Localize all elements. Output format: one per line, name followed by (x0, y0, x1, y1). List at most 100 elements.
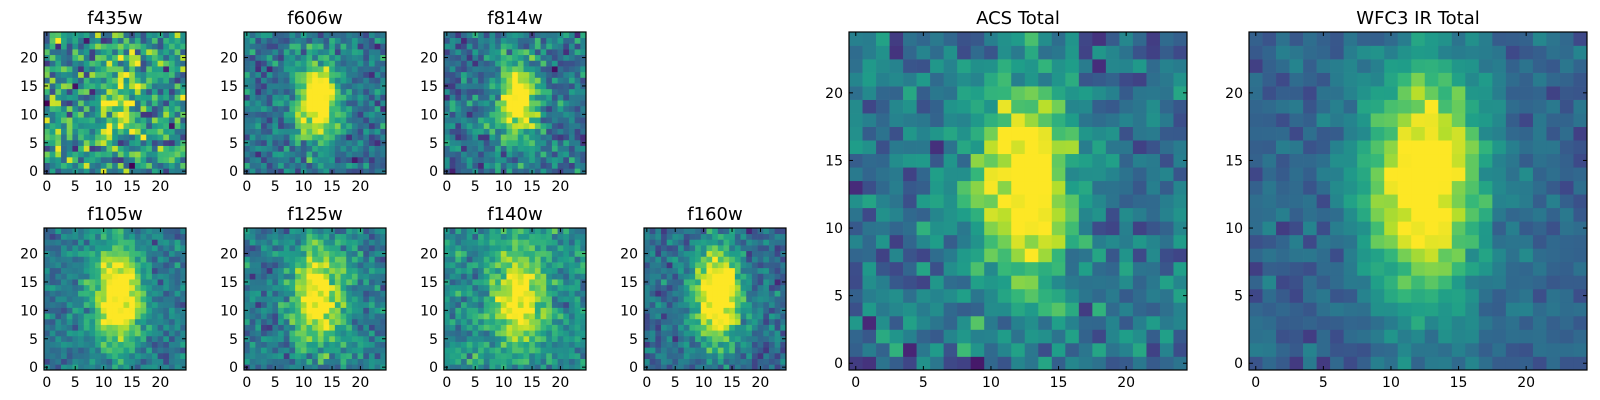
heatmap-cell (444, 145, 451, 152)
heatmap-cell (272, 156, 279, 163)
heatmap-cell (700, 341, 707, 348)
heatmap-cell (317, 145, 324, 152)
heatmap-cell (317, 296, 324, 303)
heatmap-cell (61, 49, 68, 56)
heatmap-cell (151, 128, 158, 135)
heatmap-cell (368, 228, 375, 235)
heatmap-cell (495, 54, 502, 61)
heatmap-cell (55, 128, 62, 135)
heatmap-cell (44, 122, 51, 129)
heatmap-cell (512, 324, 519, 331)
heatmap-cell (368, 267, 375, 274)
heatmap-cell (500, 83, 507, 90)
heatmap-cell (146, 307, 153, 314)
heatmap-cell (295, 352, 302, 359)
heatmap-cell (523, 66, 530, 73)
heatmap-cell (157, 279, 164, 286)
heatmap-cell (157, 284, 164, 291)
heatmap-cell (261, 228, 268, 235)
heatmap-cell (272, 162, 279, 169)
heatmap-cell (574, 139, 581, 146)
heatmap-cell (478, 352, 485, 359)
heatmap-cell (774, 273, 781, 280)
heatmap-cell (380, 228, 387, 235)
heatmap-cell (723, 256, 730, 263)
heatmap-cell (695, 250, 702, 257)
heatmap-cell (483, 162, 490, 169)
heatmap-cell (83, 313, 90, 320)
heatmap-cell (117, 139, 124, 146)
heatmap-cell (774, 335, 781, 342)
heatmap-cell (66, 307, 73, 314)
heatmap-cell (300, 43, 307, 50)
heatmap-cell (1173, 248, 1188, 263)
heatmap-cell (351, 94, 358, 101)
heatmap-cell (1173, 221, 1188, 236)
heatmap-cell (780, 273, 787, 280)
heatmap-cell (661, 352, 668, 359)
heatmap-cell (740, 273, 747, 280)
heatmap-cell (255, 335, 262, 342)
heatmap-cell (266, 156, 273, 163)
heatmap-cell (300, 71, 307, 78)
heatmap-cell (483, 301, 490, 308)
heatmap-cell (357, 267, 364, 274)
heatmap-cell (244, 128, 251, 135)
heatmap-cell (163, 228, 170, 235)
heatmap-cell (300, 100, 307, 107)
heatmap-cell (351, 156, 358, 163)
heatmap-cell (1011, 221, 1026, 236)
heatmap-cell (557, 301, 564, 308)
heatmap-cell (255, 54, 262, 61)
heatmap-cell (272, 296, 279, 303)
heatmap-cell (970, 221, 985, 236)
heatmap-cell (295, 284, 302, 291)
heatmap-cell (95, 341, 102, 348)
heatmap-cell (134, 60, 141, 67)
heatmap-cell (506, 250, 513, 257)
heatmap-cell (346, 100, 353, 107)
heatmap-cell (317, 228, 324, 235)
heatmap-cell (306, 88, 313, 95)
heatmap-cell (249, 88, 256, 95)
heatmap-cell (300, 318, 307, 325)
heatmap-cell (249, 330, 256, 337)
heatmap-cell (95, 71, 102, 78)
heatmap-cell (774, 313, 781, 320)
heatmap-cell (346, 60, 353, 67)
heatmap-cell (329, 279, 336, 286)
heatmap-cell (289, 162, 296, 169)
heatmap-cell (168, 145, 175, 152)
heatmap-cell (289, 122, 296, 129)
heatmap-cell (483, 60, 490, 67)
heatmap-cell (334, 228, 341, 235)
heatmap-cell (255, 111, 262, 118)
heatmap-cell (523, 301, 530, 308)
pixel-grid (444, 228, 587, 371)
heatmap-cell (146, 134, 153, 141)
heatmap-cell (768, 279, 775, 286)
heatmap-cell (461, 88, 468, 95)
heatmap-cell (295, 307, 302, 314)
heatmap-cell (374, 43, 381, 50)
heatmap-cell (563, 100, 570, 107)
heatmap-cell (478, 318, 485, 325)
heatmap-cell (478, 347, 485, 354)
heatmap-cell (95, 122, 102, 129)
heatmap-cell (300, 239, 307, 246)
heatmap-cell (317, 111, 324, 118)
heatmap-cell (49, 105, 56, 112)
heatmap-cell (334, 279, 341, 286)
heatmap-cell (163, 105, 170, 112)
heatmap-cell (644, 324, 651, 331)
heatmap-cell (574, 49, 581, 56)
heatmap-cell (1011, 180, 1026, 195)
heatmap-cell (272, 273, 279, 280)
heatmap-cell (568, 66, 575, 73)
heatmap-cell (180, 100, 187, 107)
heatmap-cell (751, 296, 758, 303)
heatmap-cell (380, 43, 387, 50)
heatmap-cell (306, 358, 313, 365)
heatmap-cell (916, 167, 931, 182)
heatmap-cell (746, 330, 753, 337)
